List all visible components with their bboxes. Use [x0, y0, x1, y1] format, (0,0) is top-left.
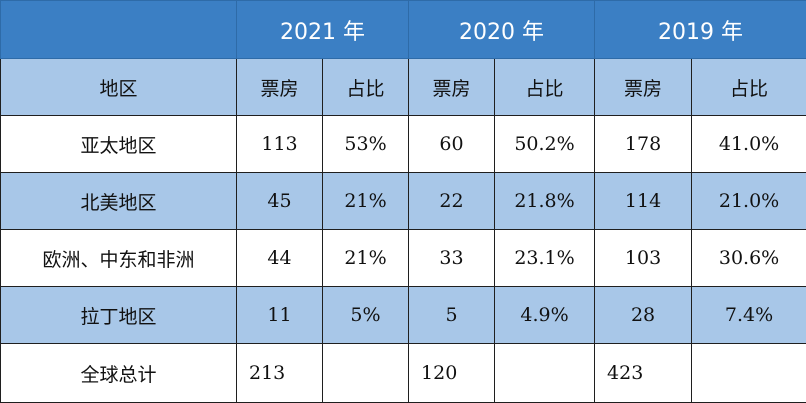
total-box-office-2019-cell: 423	[594, 343, 693, 403]
total-box-office-2021-cell: 213	[236, 343, 323, 403]
header-corner-cell	[0, 0, 237, 59]
table-row-global-total: 全球总计 213 120 423	[0, 343, 806, 403]
table-row-emea: 欧洲、中东和非洲 44 21% 33 23.1% 103 30.6%	[0, 229, 806, 287]
share-2019-cell: 41.0%	[691, 115, 806, 173]
total-share-2019-cell	[691, 343, 806, 403]
box-office-2020-cell: 33	[408, 229, 496, 287]
share-2020-cell: 50.2%	[494, 115, 596, 173]
box-office-2019-header: 票房	[594, 58, 693, 116]
year-2020-header: 2020 年	[408, 0, 596, 59]
share-2021-header: 占比	[321, 58, 410, 116]
box-office-2020-cell: 60	[408, 115, 496, 173]
box-office-2019-cell: 28	[594, 286, 693, 344]
share-2020-header: 占比	[494, 58, 596, 116]
region-column-header: 地区	[0, 58, 237, 116]
box-office-2021-header: 票房	[236, 58, 323, 116]
box-office-2019-cell: 103	[594, 229, 693, 287]
table-row-north-america: 北美地区 45 21% 22 21.8% 114 21.0%	[0, 172, 806, 230]
region-cell: 欧洲、中东和非洲	[0, 229, 237, 287]
share-2021-cell: 5%	[321, 286, 410, 344]
box-office-2020-cell: 5	[408, 286, 496, 344]
total-share-2020-cell	[494, 343, 596, 403]
column-header-row: 地区 票房 占比 票房 占比 票房 占比	[0, 58, 806, 116]
region-cell: 北美地区	[0, 172, 237, 230]
box-office-2019-cell: 114	[594, 172, 693, 230]
share-2019-cell: 30.6%	[691, 229, 806, 287]
box-office-2019-cell: 178	[594, 115, 693, 173]
share-2020-cell: 23.1%	[494, 229, 596, 287]
share-2019-cell: 7.4%	[691, 286, 806, 344]
box-office-2021-cell: 44	[236, 229, 323, 287]
share-2019-header: 占比	[691, 58, 806, 116]
box-office-2020-header: 票房	[408, 58, 496, 116]
table-row-asia-pacific: 亚太地区 113 53% 60 50.2% 178 41.0%	[0, 115, 806, 173]
share-2020-cell: 4.9%	[494, 286, 596, 344]
region-cell: 拉丁地区	[0, 286, 237, 344]
box-office-2021-cell: 11	[236, 286, 323, 344]
box-office-2021-cell: 45	[236, 172, 323, 230]
share-2019-cell: 21.0%	[691, 172, 806, 230]
year-2019-header: 2019 年	[594, 0, 806, 59]
year-2021-header: 2021 年	[235, 0, 410, 59]
box-office-2020-cell: 22	[408, 172, 496, 230]
total-label-cell: 全球总计	[0, 343, 237, 403]
total-share-2021-cell	[321, 343, 410, 403]
share-2020-cell: 21.8%	[494, 172, 596, 230]
share-2021-cell: 21%	[321, 172, 410, 230]
box-office-2021-cell: 113	[236, 115, 323, 173]
share-2021-cell: 21%	[321, 229, 410, 287]
share-2021-cell: 53%	[321, 115, 410, 173]
region-cell: 亚太地区	[0, 115, 237, 173]
total-box-office-2020-cell: 120	[408, 343, 496, 403]
year-header-row: 2021 年 2020 年 2019 年	[0, 0, 806, 59]
table-row-latin-america: 拉丁地区 11 5% 5 4.9% 28 7.4%	[0, 286, 806, 344]
